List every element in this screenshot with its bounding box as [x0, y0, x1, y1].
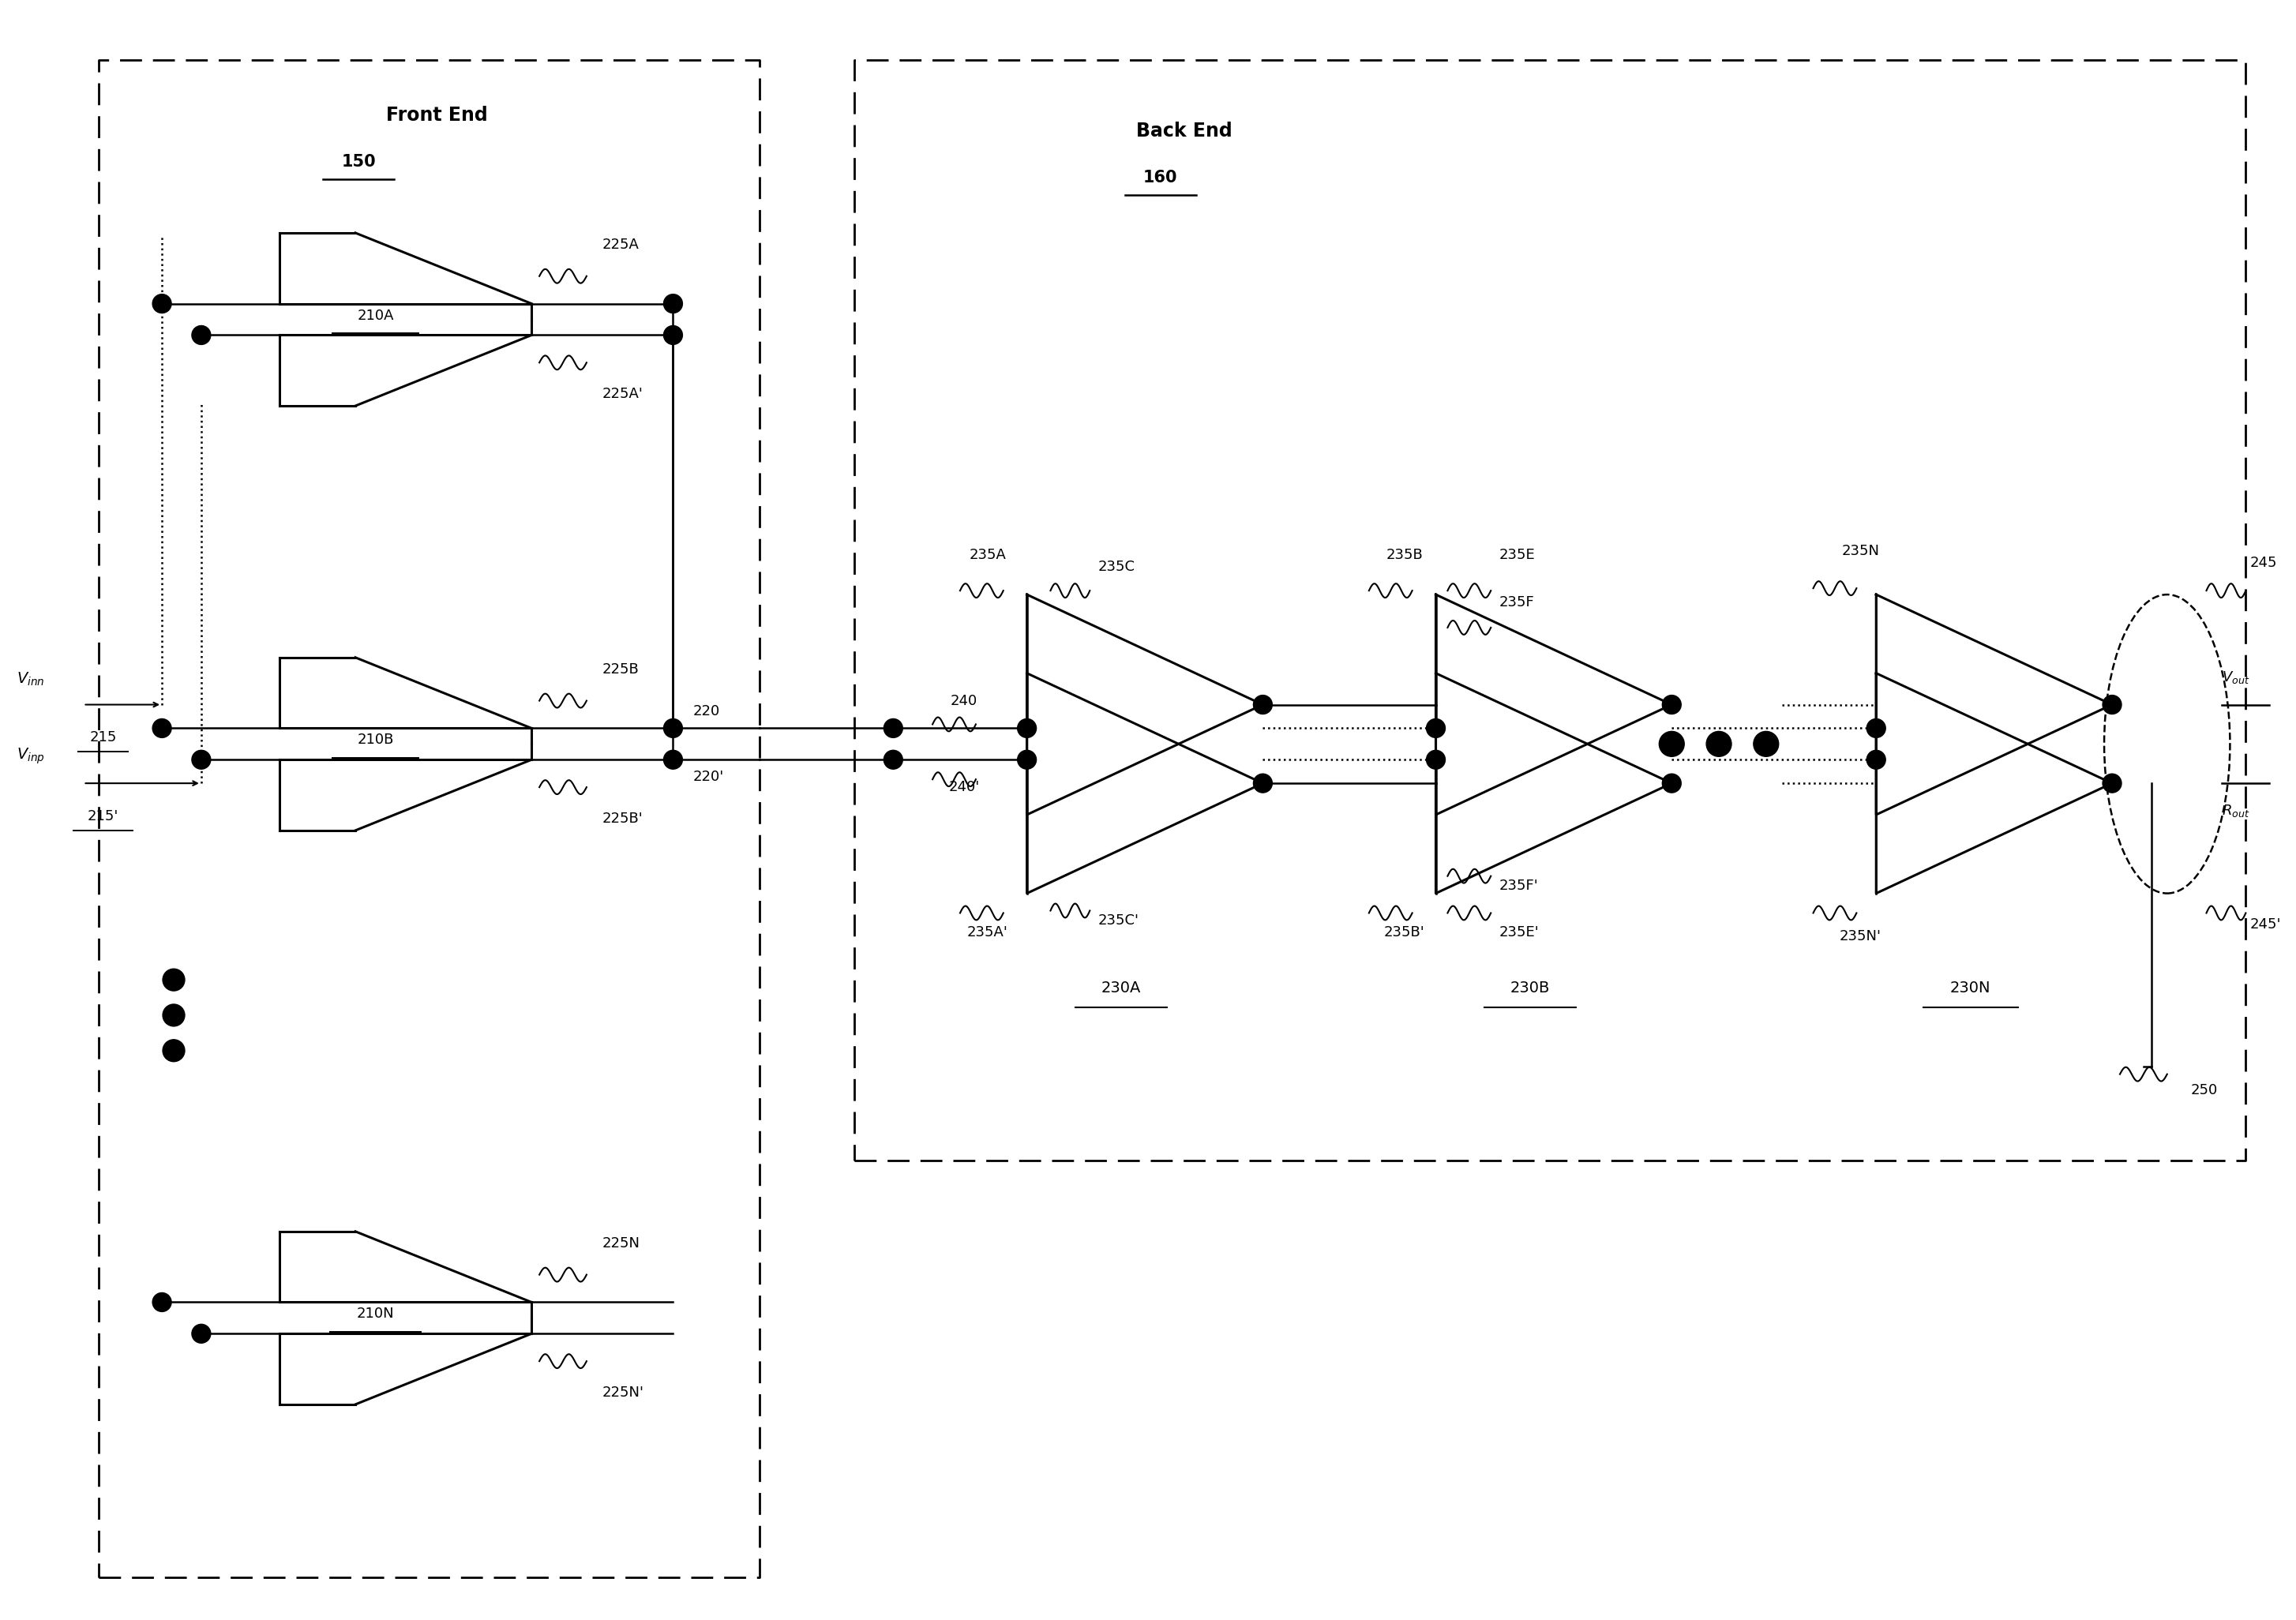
Circle shape — [1017, 750, 1035, 770]
Text: 235C: 235C — [1097, 561, 1134, 573]
Circle shape — [1867, 750, 1885, 770]
Circle shape — [152, 719, 172, 737]
Text: 220: 220 — [693, 703, 719, 718]
Circle shape — [1706, 731, 1731, 757]
Text: 245': 245' — [2250, 917, 2280, 931]
Circle shape — [2103, 774, 2122, 792]
Text: 225B: 225B — [602, 663, 638, 677]
Text: 225A: 225A — [602, 238, 638, 251]
Circle shape — [1754, 731, 1779, 757]
Text: 240: 240 — [951, 693, 978, 708]
Text: 150: 150 — [342, 154, 377, 170]
Text: 225A': 225A' — [602, 387, 643, 402]
Text: 245: 245 — [2250, 556, 2278, 570]
Circle shape — [193, 750, 211, 770]
Circle shape — [1867, 719, 1885, 737]
Text: 160: 160 — [1143, 170, 1178, 186]
Text: 235F': 235F' — [1499, 878, 1538, 893]
Text: $V_{inn}$: $V_{inn}$ — [16, 671, 44, 687]
Text: 235A': 235A' — [967, 925, 1008, 940]
Circle shape — [2103, 695, 2122, 714]
Text: 230N: 230N — [1949, 980, 1991, 995]
Circle shape — [664, 719, 682, 737]
Text: 220': 220' — [693, 770, 723, 784]
Text: 210A: 210A — [358, 308, 395, 322]
Text: Back End: Back End — [1137, 122, 1233, 141]
Circle shape — [152, 295, 172, 313]
Circle shape — [193, 326, 211, 345]
Circle shape — [163, 1004, 184, 1025]
Text: 215': 215' — [87, 808, 119, 823]
Circle shape — [884, 750, 902, 770]
Circle shape — [1660, 731, 1685, 757]
Text: 235A: 235A — [969, 548, 1006, 562]
Text: 250: 250 — [2190, 1082, 2218, 1097]
Circle shape — [884, 719, 902, 737]
Text: 235N': 235N' — [1839, 930, 1880, 944]
Text: 235C': 235C' — [1097, 914, 1139, 928]
Text: 210N: 210N — [356, 1307, 395, 1320]
Circle shape — [1662, 695, 1681, 714]
Circle shape — [163, 969, 184, 991]
Circle shape — [163, 1040, 184, 1061]
Circle shape — [1254, 774, 1272, 792]
Text: 235N: 235N — [1841, 544, 1880, 559]
Circle shape — [193, 1324, 211, 1343]
Circle shape — [1017, 719, 1035, 737]
Text: 225B': 225B' — [602, 812, 643, 826]
Circle shape — [1254, 695, 1272, 714]
Text: 230B: 230B — [1511, 980, 1550, 995]
Circle shape — [664, 326, 682, 345]
Circle shape — [1662, 774, 1681, 792]
Text: 235E': 235E' — [1499, 925, 1538, 940]
Circle shape — [1426, 719, 1444, 737]
Circle shape — [664, 750, 682, 770]
Circle shape — [1426, 750, 1444, 770]
Text: 235B': 235B' — [1384, 925, 1426, 940]
Text: 240': 240' — [948, 781, 980, 794]
Text: Front End: Front End — [386, 105, 489, 125]
Text: 225N: 225N — [602, 1236, 641, 1251]
Circle shape — [664, 295, 682, 313]
Text: $V_{inp}$: $V_{inp}$ — [16, 747, 44, 766]
Text: 235F: 235F — [1499, 595, 1534, 609]
Text: 225N': 225N' — [602, 1385, 645, 1400]
Text: 230A: 230A — [1102, 980, 1141, 995]
Text: $V_{out}$: $V_{out}$ — [2223, 669, 2250, 685]
Text: 235B: 235B — [1387, 548, 1424, 562]
Text: 215: 215 — [90, 731, 117, 745]
Circle shape — [152, 1293, 172, 1312]
Text: $R_{out}$: $R_{out}$ — [2223, 804, 2250, 818]
Text: 235E: 235E — [1499, 548, 1534, 562]
Text: 210B: 210B — [358, 732, 395, 747]
